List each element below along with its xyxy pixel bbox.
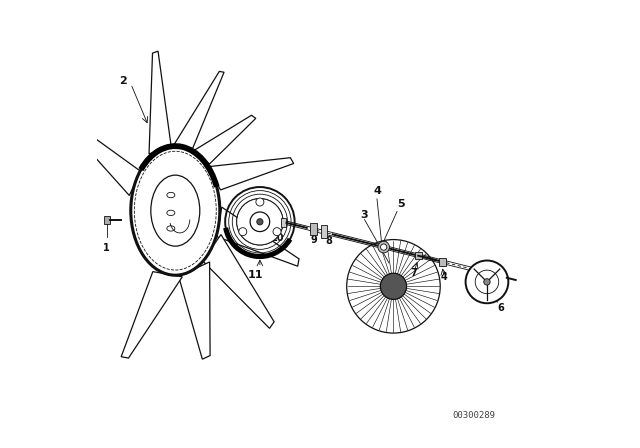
Circle shape [239,228,247,236]
Text: 9: 9 [310,235,317,245]
Ellipse shape [167,210,175,215]
Circle shape [250,212,269,232]
Text: 11: 11 [248,270,263,280]
Polygon shape [179,262,210,359]
Polygon shape [173,71,224,149]
Polygon shape [104,215,110,224]
Text: 7: 7 [410,268,417,278]
Text: 00300289: 00300289 [452,411,495,420]
Polygon shape [415,252,422,259]
Circle shape [256,198,264,206]
Polygon shape [149,51,171,154]
Text: 5: 5 [397,199,405,209]
Polygon shape [310,223,317,235]
Polygon shape [68,121,141,195]
Text: 10: 10 [271,233,284,243]
Circle shape [380,273,406,299]
Polygon shape [281,218,287,227]
Polygon shape [203,235,274,328]
Circle shape [257,219,263,225]
Ellipse shape [167,226,175,231]
Polygon shape [207,158,294,190]
Circle shape [273,228,281,236]
Text: 4: 4 [441,272,447,282]
Circle shape [465,260,508,303]
Text: 1: 1 [104,243,110,253]
Circle shape [381,244,387,250]
Text: 4: 4 [373,185,381,196]
Polygon shape [216,207,299,266]
Circle shape [484,279,490,285]
Ellipse shape [131,146,220,275]
Circle shape [378,241,390,253]
Polygon shape [192,115,256,164]
Ellipse shape [167,192,175,198]
Text: 6: 6 [497,303,504,313]
Polygon shape [439,258,446,266]
Text: 3: 3 [361,210,369,220]
Ellipse shape [151,175,200,246]
Text: 2: 2 [119,76,127,86]
Polygon shape [121,271,182,358]
Text: 8: 8 [326,236,333,246]
Circle shape [237,198,283,245]
Polygon shape [321,225,327,238]
